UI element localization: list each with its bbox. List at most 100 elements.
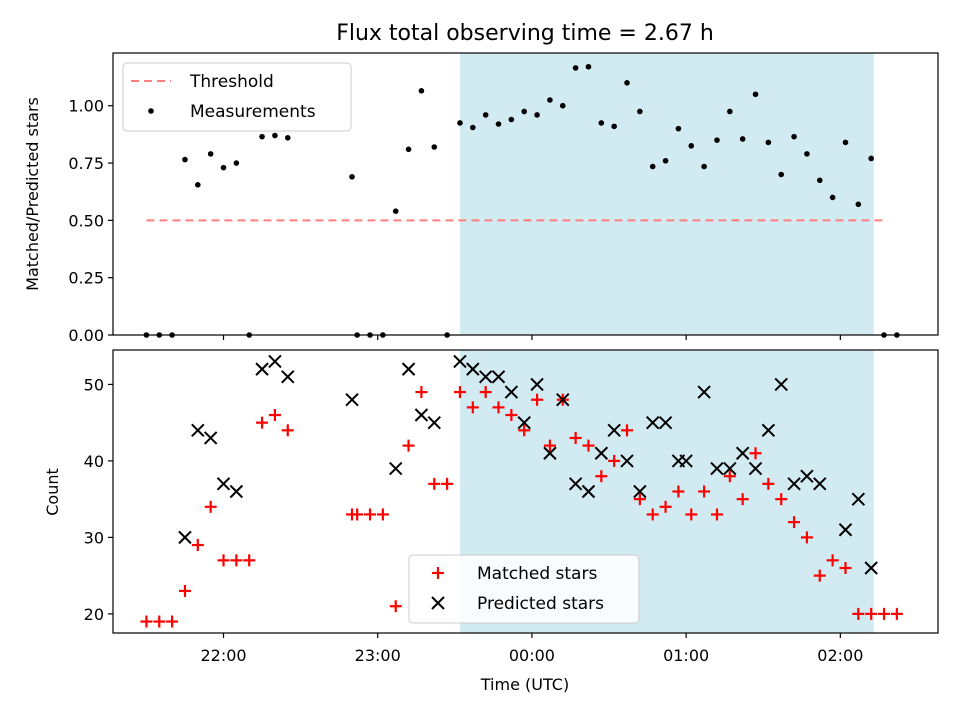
measurement-point [405,146,412,153]
matched-star-marker [621,424,634,437]
matched-star-marker [736,493,749,506]
matched-star-marker [453,386,466,399]
measurement-point [624,80,630,86]
count-panel: 20 30 40 50 22:00 23:00 00:00 01:00 02:00 Count… [43,349,939,694]
matched-star-marker [281,424,294,437]
predicted-star-marker [491,370,506,384]
matched-star-marker [672,485,685,498]
measurement-point [392,208,399,214]
threshold-legend-label: Threshold [189,72,274,92]
measurement-point [272,132,278,139]
matched-legend-label: Matched stars [477,564,597,584]
predicted-star-marker [556,393,570,407]
y-tick-label: 50 [84,375,104,394]
predicted-star-marker [530,377,544,392]
matched-star-marker [813,569,826,582]
predicted-star-marker [697,385,711,399]
matched-star-marker [826,554,839,567]
measurement-point [739,136,746,142]
x-tick-label: 01:00 [663,646,709,665]
predicted-star-marker [478,370,493,384]
matched-star-marker [268,409,281,422]
x-tick-label: 23:00 [355,646,401,665]
y-tick-label: 30 [84,528,104,547]
predicted-star-marker [800,469,814,483]
predicted-star-marker [594,446,609,460]
matched-star-marker [800,531,813,544]
predicted-star-marker [268,354,282,369]
matched-star-marker [217,554,230,567]
measurement-point [495,121,502,127]
measurement-point [855,201,862,208]
y-tick-label: 0.50 [68,211,104,230]
predicted-stars-points [178,354,878,575]
matched-star-marker [710,508,723,521]
predicted-star-marker [345,393,359,407]
measurement-point [868,155,874,162]
matched-star-marker [543,439,556,452]
predicted-star-marker [607,423,621,438]
measurement-point [534,112,540,118]
matched-star-marker [852,607,865,620]
measurement-point [284,135,291,141]
measurement-point [470,124,476,131]
y-tick-label: 40 [84,452,104,471]
predicted-star-marker [710,461,724,476]
matched-star-marker [595,470,608,483]
top-y-axis-label: Matched/Predicted stars [23,97,42,291]
predicted-legend-swatch [431,596,445,610]
y-tick-label: 1.00 [68,97,104,116]
measurement-point [195,182,201,188]
matched-star-marker [878,607,891,620]
measurement-point [585,63,592,70]
predicted-star-marker [787,477,801,491]
measurement-point [752,91,759,98]
predicted-star-marker [581,484,596,499]
predicted-legend-label: Predicted stars [477,594,604,614]
measurement-point [349,174,355,180]
matched-star-marker [243,554,256,567]
measurement-points [143,63,900,338]
predicted-star-marker [229,484,244,499]
matched-star-marker [415,386,428,399]
x-tick-label: 00:00 [509,646,555,665]
predicted-star-marker [646,415,660,430]
measurement-point [233,160,240,166]
predicted-star-marker [761,423,776,438]
measurements-legend-swatch [148,108,154,114]
measurement-point [675,125,682,132]
matched-star-marker [839,561,852,574]
measurement-point [701,163,707,170]
matched-star-marker [428,477,441,490]
measurement-point [791,133,797,140]
matched-star-marker [723,470,736,483]
matched-star-marker [364,508,377,521]
predicted-star-marker [658,415,673,430]
top-x-ticks [222,335,841,340]
measurement-point [431,144,438,150]
top-axes-frame [112,52,939,336]
bottom-axes-frame [112,349,939,634]
predicted-star-marker [466,362,480,376]
y-tick-label: 0.75 [68,154,104,173]
y-tick-label: 20 [84,605,104,624]
matched-star-marker [890,607,903,620]
matched-star-marker [191,539,204,552]
matched-star-marker [204,500,217,513]
bottom-y-axis-label: Count [43,468,62,516]
matched-star-marker [685,508,698,521]
predicted-star-marker [735,446,750,460]
predicted-star-marker [401,362,416,376]
matched-star-marker [518,424,531,437]
y-tick-label: 0.25 [68,269,104,288]
ratio-panel: 0.00 0.25 0.50 0.75 1.00 Flux total observin… [23,21,939,345]
matched-star-marker [505,409,518,422]
predicted-star-marker [864,561,878,575]
predicted-star-marker [191,423,205,438]
matched-star-marker [351,508,364,521]
measurement-point [649,163,656,170]
measurement-point [804,151,810,157]
matched-star-marker [762,477,775,490]
measurement-point [714,137,720,143]
y-tick-label: 0.00 [68,326,104,345]
